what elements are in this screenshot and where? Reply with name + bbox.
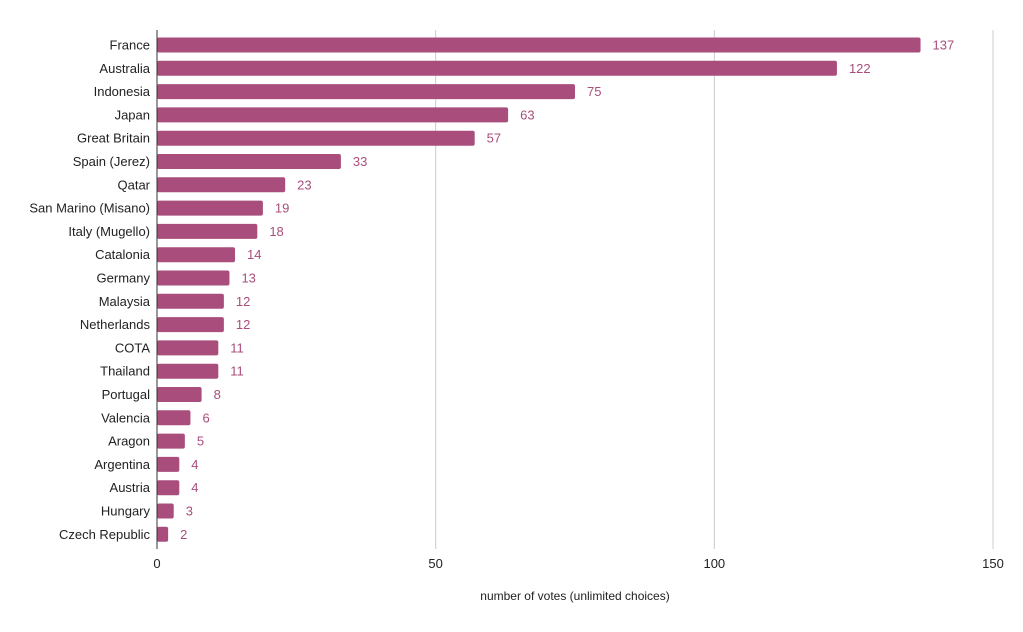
category-label: Argentina [94,457,150,472]
value-label: 33 [353,154,367,169]
bar [157,200,263,216]
category-label: Qatar [117,177,150,192]
category-label: Malaysia [99,294,151,309]
x-tick-label: 50 [428,556,442,571]
category-label: Czech Republic [59,527,151,542]
bar [157,223,258,239]
category-label: Hungary [101,504,151,519]
bar [157,503,174,519]
category-label: Spain (Jerez) [73,154,150,169]
x-tick-label: 100 [703,556,725,571]
bar [157,107,509,123]
x-tick-labels: 0 50 100 150 [153,556,1003,571]
value-label: 2 [180,527,187,542]
category-label: Thailand [100,364,150,379]
category-label: Indonesia [94,84,151,99]
value-labels: 137 122 75 63 57 33 23 19 18 14 13 12 12 11 11 86 5 4 4 3 2 [180,38,954,542]
category-label: Italy (Mugello) [68,224,150,239]
category-labels: France Australia Indonesia Japan Great Brita… [29,38,150,542]
bar [157,130,475,146]
category-label: Austria [110,480,151,495]
value-label: 8 [214,387,221,402]
value-label: 12 [236,294,250,309]
bar [157,410,191,426]
bar [157,270,230,286]
category-label: Netherlands [80,317,151,332]
category-label: COTA [115,340,150,355]
category-label: San Marino (Misano) [29,201,150,216]
value-label: 19 [275,201,289,216]
value-label: 11 [230,340,244,355]
value-label: 122 [849,61,871,76]
bar [157,154,341,169]
category-label: Portugal [102,387,151,402]
value-label: 4 [191,480,198,495]
value-label: 63 [520,107,534,122]
value-label: 12 [236,317,250,332]
bars [157,37,921,542]
value-label: 57 [487,131,501,146]
category-label: Australia [99,61,150,76]
bar [157,480,180,496]
x-tick-label: 150 [982,556,1004,571]
bar [157,84,575,100]
bar [157,177,286,193]
value-label: 11 [230,364,244,379]
value-label: 75 [587,84,601,99]
bar [157,317,224,333]
bar [157,60,837,76]
value-label: 23 [297,177,311,192]
value-label: 18 [269,224,283,239]
category-label: France [110,38,150,53]
value-label: 137 [933,38,955,53]
value-label: 4 [191,457,198,472]
bar [157,293,224,309]
category-label: Catalonia [95,247,151,262]
value-label: 3 [186,504,193,519]
bar [157,387,202,402]
bar [157,340,219,356]
x-axis-title: number of votes (unlimited choices) [480,589,669,603]
value-label: 6 [202,410,209,425]
bar [157,456,180,472]
category-label: Valencia [101,410,151,425]
value-label: 14 [247,247,261,262]
category-label: Japan [115,107,150,122]
category-label: Aragon [108,434,150,449]
bar [157,37,921,53]
bar [157,526,169,542]
x-tick-label: 0 [153,556,160,571]
value-label: 5 [197,434,204,449]
bar [157,363,219,379]
bar [157,247,236,263]
category-label: Great Britain [77,131,150,146]
value-label: 13 [241,271,255,286]
category-label: Germany [97,271,151,286]
bar [157,433,185,449]
